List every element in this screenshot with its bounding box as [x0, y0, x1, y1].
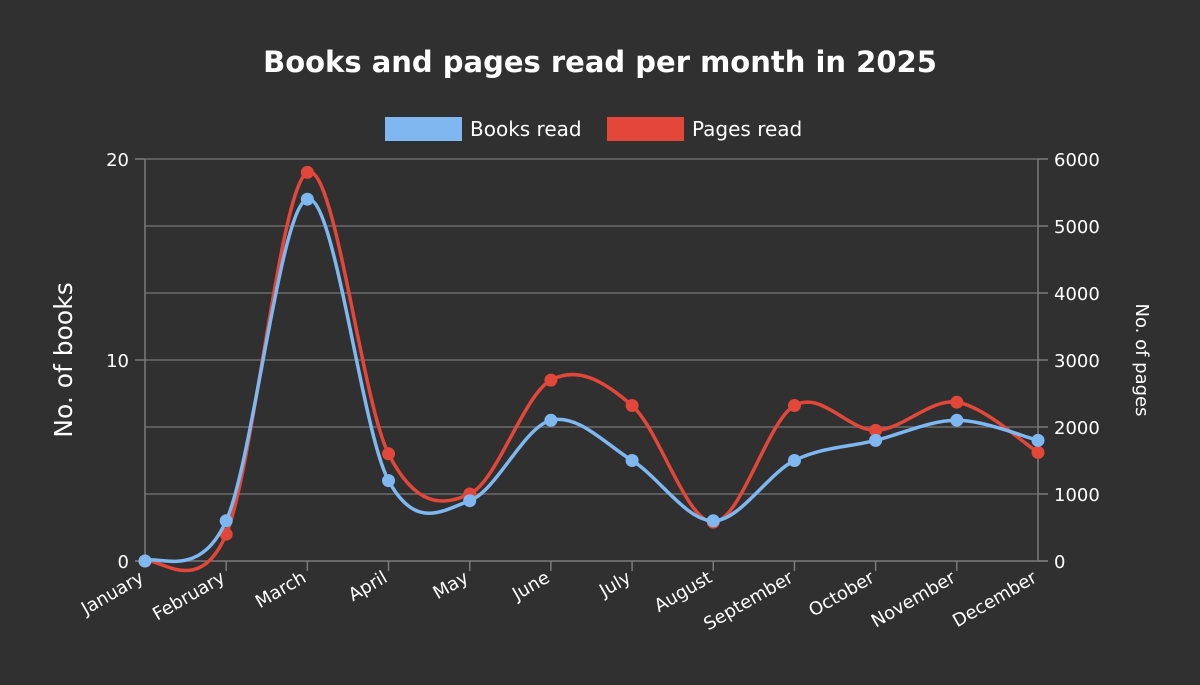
y-right-tick-label: 3000 — [1054, 351, 1100, 372]
data-point-books-august[interactable] — [706, 514, 720, 528]
legend-swatch-books — [385, 117, 462, 141]
series-line-pages — [144, 170, 1039, 573]
x-tick-label: January — [77, 567, 148, 620]
axes — [135, 158, 1048, 562]
y-left-tick-label: 20 — [106, 150, 129, 171]
y-right-tick-label: 0 — [1054, 552, 1065, 573]
y-right-tick-label: 6000 — [1054, 150, 1100, 171]
data-point-books-february[interactable] — [219, 514, 233, 528]
x-tick-label: March — [252, 567, 310, 613]
y-left-tick-label: 10 — [106, 351, 129, 372]
data-point-pages-november[interactable] — [950, 395, 964, 409]
data-point-pages-july[interactable] — [625, 399, 639, 413]
legend: Books read Pages read — [385, 117, 802, 141]
data-point-books-december[interactable] — [1031, 433, 1045, 447]
y-right-tick-label: 4000 — [1054, 284, 1100, 305]
x-tick-label: September — [700, 567, 797, 635]
y-right-tick-label: 2000 — [1054, 418, 1100, 439]
x-tick-label: June — [508, 567, 553, 605]
data-point-pages-march[interactable] — [300, 165, 314, 179]
y-right-tick-label: 1000 — [1054, 485, 1100, 506]
legend-label-books: Books read — [470, 117, 582, 141]
chart-title: Books and pages read per month in 2025 — [263, 45, 937, 79]
x-tick-label: April — [345, 567, 391, 606]
data-point-books-june[interactable] — [544, 413, 558, 427]
y-axis-left-title: No. of books — [49, 282, 78, 437]
x-tick-label: November — [868, 567, 960, 632]
y-left-tick-label: 0 — [118, 552, 129, 573]
y-right-tick-label: 5000 — [1054, 217, 1100, 238]
data-point-books-july[interactable] — [625, 454, 639, 467]
x-tick-label: August — [651, 567, 716, 617]
legend-swatch-pages — [607, 117, 684, 141]
data-point-books-january[interactable] — [138, 554, 152, 568]
data-point-books-april[interactable] — [382, 474, 396, 488]
right-axis-ticks: 0 1000 2000 3000 4000 5000 6000 — [1054, 150, 1100, 573]
data-point-pages-december[interactable] — [1031, 445, 1045, 459]
series-line-books — [144, 197, 1039, 564]
data-point-pages-october[interactable] — [869, 423, 883, 437]
data-point-books-november[interactable] — [950, 413, 964, 427]
x-axis-ticks: January February March April May June July Augu… — [77, 567, 1041, 635]
gridlines — [145, 158, 1038, 571]
legend-label-pages: Pages read — [692, 117, 802, 141]
data-point-books-may[interactable] — [463, 494, 477, 508]
series-layer — [138, 165, 1045, 573]
data-point-books-march[interactable] — [300, 192, 314, 206]
data-point-books-september[interactable] — [787, 454, 801, 467]
data-point-books-october[interactable] — [869, 433, 883, 447]
x-tick-label: February — [149, 567, 229, 625]
data-point-pages-june[interactable] — [544, 373, 558, 387]
data-point-pages-september[interactable] — [787, 399, 801, 413]
x-tick-label: July — [595, 567, 635, 602]
left-axis-ticks: 0 10 20 — [106, 150, 129, 573]
data-point-pages-april[interactable] — [382, 447, 396, 461]
y-axis-right-title: No. of pages — [1131, 303, 1152, 416]
x-tick-label: December — [949, 567, 1041, 632]
x-tick-label: May — [429, 567, 472, 604]
